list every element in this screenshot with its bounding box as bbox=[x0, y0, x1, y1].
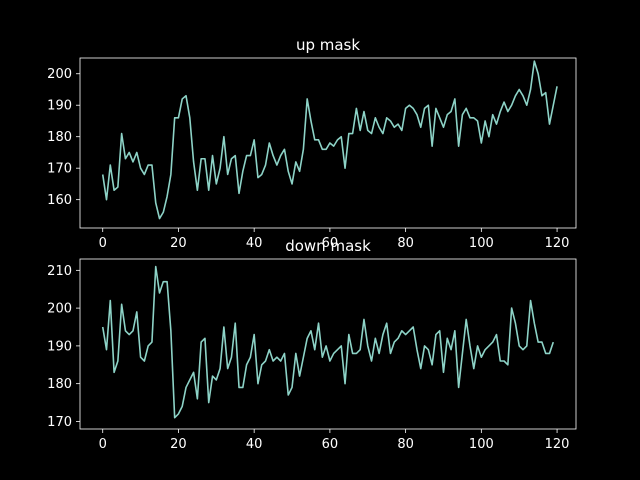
down-mask-x-tick-label: 100 bbox=[469, 437, 494, 452]
up-mask-panel: 0 20 40 60 80 100 120 160 170 180 190 200 up mask bbox=[47, 36, 577, 251]
up-mask-x-tick-label: 100 bbox=[469, 236, 494, 251]
up-mask-y-tick-label: 170 bbox=[47, 162, 72, 177]
down-mask-y-tick-label: 190 bbox=[47, 339, 72, 354]
up-mask-y-tick-label: 190 bbox=[47, 99, 72, 114]
down-mask-x-tick-label: 80 bbox=[397, 437, 414, 452]
up-mask-axes-frame bbox=[79, 57, 577, 229]
up-mask-x-tick-label: 0 bbox=[99, 236, 107, 251]
down-mask-y-tick-label: 200 bbox=[47, 302, 72, 317]
up-mask-y-tick-label: 180 bbox=[47, 130, 72, 145]
down-mask-x-tick-label: 120 bbox=[545, 437, 570, 452]
up-mask-x-tick-label: 60 bbox=[322, 236, 339, 251]
down-mask-series-line bbox=[101, 265, 555, 419]
down-mask-axes-frame bbox=[79, 258, 577, 430]
down-mask-x-tick-label: 40 bbox=[246, 437, 263, 452]
down-mask-title: down mask bbox=[285, 237, 371, 255]
down-mask-y-tick-label: 170 bbox=[47, 415, 72, 430]
up-mask-y-tick-label: 200 bbox=[47, 67, 72, 82]
up-mask-y-tick-label: 160 bbox=[47, 193, 72, 208]
down-mask-y-tick-label: 180 bbox=[47, 377, 72, 392]
up-mask-x-tick-label: 40 bbox=[246, 236, 263, 251]
up-mask-x-tick-label: 20 bbox=[170, 236, 187, 251]
down-mask-y-tick-label: 210 bbox=[47, 264, 72, 279]
down-mask-x-tick-label: 60 bbox=[322, 437, 339, 452]
up-mask-title: up mask bbox=[296, 36, 360, 54]
down-mask-x-tick-label: 0 bbox=[99, 437, 107, 452]
down-mask-x-tick-label: 20 bbox=[170, 437, 187, 452]
up-mask-series-line bbox=[101, 60, 558, 220]
up-mask-x-tick-label: 120 bbox=[545, 236, 570, 251]
up-mask-x-tick-label: 80 bbox=[397, 236, 414, 251]
